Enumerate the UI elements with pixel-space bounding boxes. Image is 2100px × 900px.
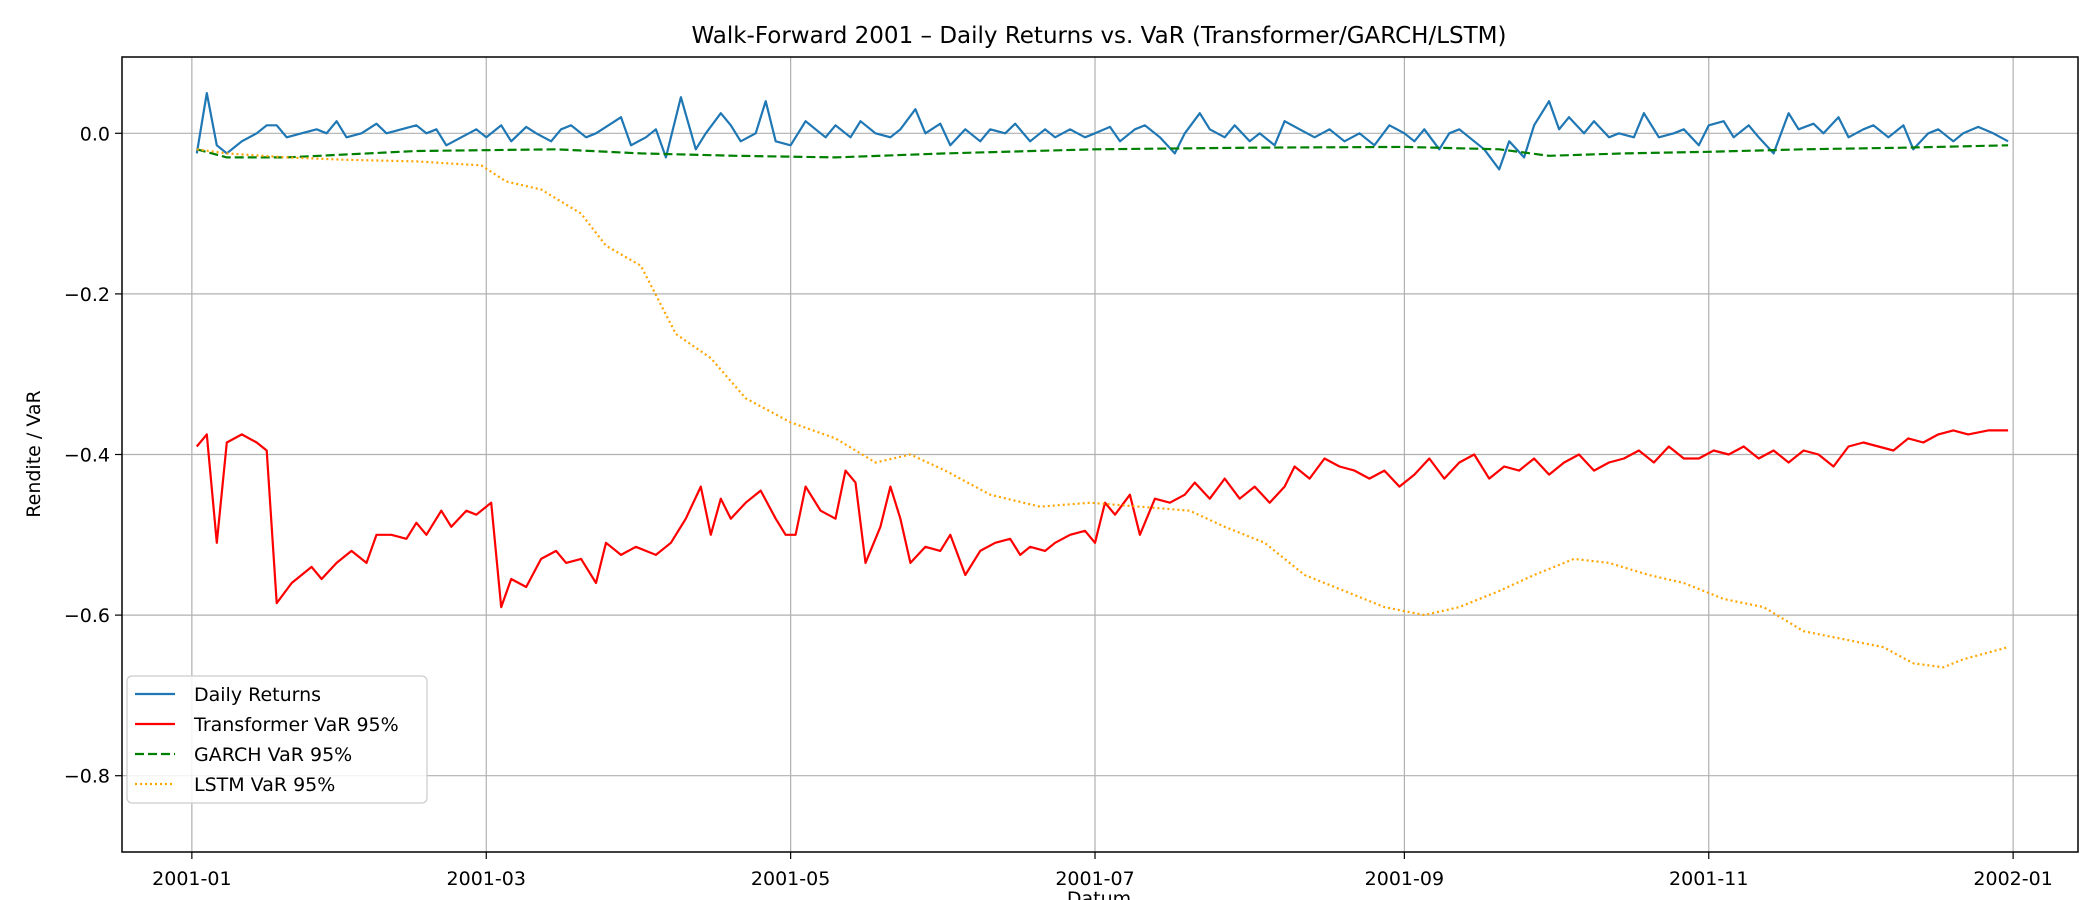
y-axis-title: Rendite / VaR bbox=[23, 390, 45, 517]
y-tick-label: −0.4 bbox=[64, 445, 110, 467]
y-tick-label: −0.2 bbox=[64, 284, 110, 306]
x-tick-label: 2001-03 bbox=[447, 868, 526, 890]
tick-layer: 2001-01 2001-03 2001-05 2001-07 2001-09 2001-… bbox=[64, 123, 2053, 890]
series-line-2 bbox=[196, 144, 2009, 159]
series-layer bbox=[195, 92, 2009, 669]
y-tick-label: 0.0 bbox=[80, 123, 110, 145]
legend-label: LSTM VaR 95% bbox=[194, 774, 335, 796]
legend-label: Transformer VaR 95% bbox=[193, 714, 399, 736]
series-line-0 bbox=[195, 92, 2009, 171]
y-tick-label: −0.8 bbox=[64, 766, 110, 788]
x-tick-label: 2001-01 bbox=[152, 868, 231, 890]
series-line-3 bbox=[196, 148, 2009, 669]
y-tick-label: −0.6 bbox=[64, 605, 110, 627]
legend-box bbox=[126, 675, 428, 804]
x-tick-label: 2002-01 bbox=[1973, 868, 2052, 890]
x-tick-label: 2001-07 bbox=[1055, 868, 1134, 890]
x-axis-title: Datum bbox=[1067, 888, 1131, 900]
x-tick-label: 2001-11 bbox=[1669, 868, 1748, 890]
legend-label: Daily Returns bbox=[194, 684, 321, 706]
x-tick-label: 2001-09 bbox=[1365, 868, 1444, 890]
chart-title: Walk-Forward 2001 – Daily Returns vs. Va… bbox=[691, 23, 1506, 49]
x-tick-label: 2001-05 bbox=[751, 868, 830, 890]
legend: Daily Returns Transformer VaR 95% GARCH Va… bbox=[126, 675, 428, 804]
legend-label: GARCH VaR 95% bbox=[194, 744, 352, 766]
series-line-1 bbox=[195, 429, 2009, 609]
